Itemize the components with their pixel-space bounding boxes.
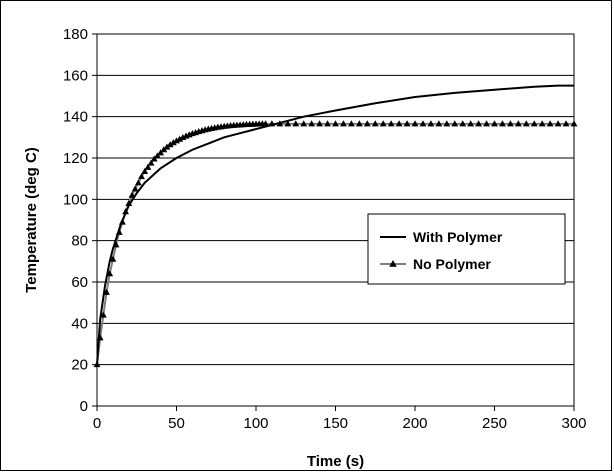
no-polymer-point [491, 120, 498, 127]
y-tick-label-40: 40 [71, 315, 88, 332]
no-polymer-point [262, 120, 269, 127]
no-polymer-point [475, 120, 483, 127]
legend-label-no-polymer: No Polymer [413, 256, 491, 272]
no-polymer-point [131, 185, 139, 192]
legend-label-with-polymer: With Polymer [413, 229, 503, 245]
no-polymer-point [443, 120, 451, 127]
no-polymer-point [538, 120, 546, 127]
no-polymer-point [112, 241, 120, 248]
no-polymer-point [395, 120, 403, 127]
no-polymer-point [99, 311, 107, 318]
no-polymer-point [134, 179, 142, 186]
no-polymer-point [93, 361, 101, 368]
no-polymer-point [109, 255, 117, 262]
series-layer [93, 84, 578, 368]
no-polymer-point [419, 120, 427, 127]
no-polymer-point [128, 191, 136, 198]
no-polymer-point [154, 152, 161, 159]
no-polymer-point [176, 135, 184, 142]
y-tick-label-80: 80 [71, 233, 88, 250]
x-tick-label-0: 0 [93, 415, 101, 432]
no-polymer-point [115, 228, 123, 235]
y-tick-label-100: 100 [63, 191, 88, 208]
gridlines [97, 33, 574, 366]
y-tick-label-160: 160 [63, 67, 88, 84]
no-polymer-point [144, 163, 152, 170]
no-polymer-point [141, 167, 149, 174]
no-polymer-point [347, 120, 355, 127]
no-polymer-point [147, 159, 155, 166]
no-polymer-point [546, 120, 554, 127]
no-polymer-point [514, 120, 522, 127]
y-tick-label-0: 0 [80, 398, 88, 415]
no-polymer-point [150, 155, 158, 162]
no-polymer-point [467, 120, 475, 127]
no-polymer-point [562, 120, 570, 127]
no-polymer-point [268, 120, 276, 127]
no-polymer-point [276, 120, 284, 127]
x-axis-title: Time (s) [307, 453, 364, 470]
x-tick-label-300: 300 [561, 415, 586, 432]
no-polymer-point [96, 334, 104, 341]
legend-marker-no-polymer [389, 260, 397, 267]
no-polymer-point [499, 120, 506, 127]
no-polymer-point [371, 120, 379, 127]
no-polymer-point [387, 120, 395, 127]
no-polymer-point [355, 120, 363, 127]
y-tick-label-120: 120 [63, 150, 88, 167]
legend-box [367, 213, 566, 285]
x-tick-label-50: 50 [168, 415, 185, 432]
no-polymer-point [163, 143, 171, 150]
no-polymer-point [451, 120, 459, 127]
series-line-with-polymer [96, 84, 574, 365]
no-polymer-point [530, 120, 538, 127]
x-axis: 0 50 100 150 200 250 300 [93, 406, 587, 432]
no-polymer-point [284, 120, 292, 127]
x-tick-label-100: 100 [243, 415, 268, 432]
no-polymer-point [522, 120, 530, 127]
no-polymer-point [340, 120, 347, 127]
no-polymer-point [103, 288, 110, 295]
y-tick-label-20: 20 [71, 357, 88, 374]
no-polymer-point [363, 120, 371, 127]
x-tick-label-150: 150 [323, 415, 348, 432]
no-polymer-point [169, 139, 177, 146]
x-tick-label-250: 250 [482, 415, 507, 432]
no-polymer-point [570, 120, 578, 127]
no-polymer-point [138, 173, 145, 180]
no-polymer-point [125, 199, 133, 206]
y-axis-title: Temperature (deg C) [23, 147, 40, 293]
no-polymer-point [483, 120, 490, 127]
y-tick-label-140: 140 [63, 109, 88, 126]
no-polymer-point [324, 120, 331, 127]
x-tick-label-200: 200 [402, 415, 427, 432]
no-polymer-point [300, 120, 308, 127]
no-polymer-point [411, 120, 419, 127]
y-tick-label-180: 180 [63, 26, 88, 43]
no-polymer-point [379, 120, 387, 127]
y-axis: 0 20 40 60 80 100 120 140 160 180 [63, 26, 97, 415]
no-polymer-point [435, 120, 443, 127]
no-polymer-point [308, 120, 316, 127]
y-tick-label-60: 60 [71, 274, 88, 291]
no-polymer-point [403, 120, 411, 127]
no-polymer-point [332, 120, 339, 127]
legend: With Polymer No Polymer [367, 213, 566, 285]
no-polymer-point [316, 120, 324, 127]
no-polymer-point [119, 218, 126, 225]
no-polymer-point [459, 120, 467, 127]
no-polymer-point [166, 141, 174, 148]
no-polymer-point [106, 270, 114, 277]
no-polymer-point [554, 120, 562, 127]
no-polymer-point [157, 149, 165, 156]
no-polymer-point [173, 137, 180, 144]
no-polymer-point [427, 120, 435, 127]
no-polymer-point [122, 208, 130, 215]
no-polymer-point [292, 120, 300, 127]
no-polymer-point [506, 120, 514, 127]
